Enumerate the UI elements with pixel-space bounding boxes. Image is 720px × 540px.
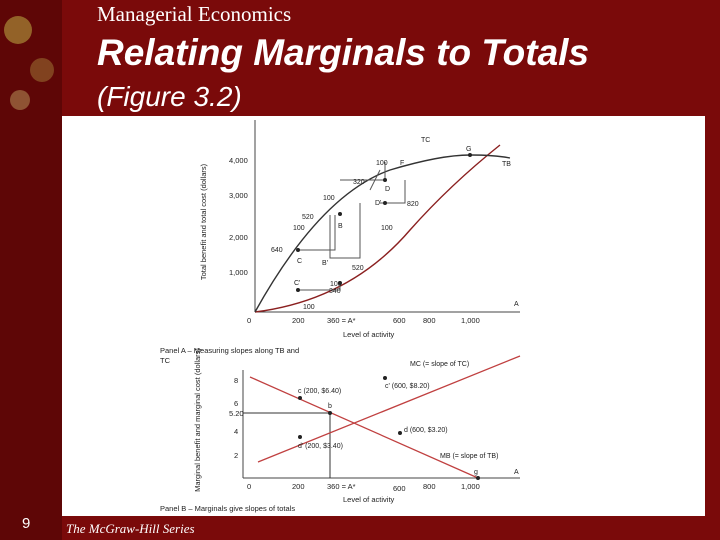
- label: C: [297, 258, 302, 265]
- point: [328, 411, 332, 415]
- decor: [10, 90, 30, 110]
- x-axis-label: Level of activity: [343, 330, 395, 339]
- label: 100: [376, 160, 388, 167]
- x-tick-label: 200: [292, 316, 305, 325]
- label: C': [294, 280, 300, 287]
- panel-a: [254, 120, 520, 313]
- y-axis-label: Marginal benefit and marginal cost (doll…: [193, 348, 202, 492]
- x-tick-label: 800: [423, 482, 436, 491]
- label: A: [514, 301, 519, 308]
- point: [468, 153, 472, 157]
- x-tick-label: 600: [393, 316, 406, 325]
- point: [383, 178, 387, 182]
- caption: Panel B – Marginals give slopes of total…: [160, 504, 295, 513]
- mb-line: [249, 376, 479, 479]
- label: g: [474, 469, 478, 476]
- title: Relating Marginals to Totals: [97, 32, 589, 73]
- y-tick-label: 8: [234, 376, 238, 385]
- decor: [4, 16, 32, 44]
- label: D: [385, 186, 390, 193]
- label: 520: [352, 265, 364, 272]
- page-number: 9: [22, 515, 30, 532]
- y-tick-label: 2: [234, 451, 238, 460]
- point: [338, 281, 342, 285]
- label: c' (600, $8.20): [385, 383, 430, 390]
- label: 640: [271, 247, 283, 254]
- x-tick-label: 1,000: [461, 482, 480, 491]
- label: 100: [323, 195, 335, 202]
- y-tick-label: 0: [247, 482, 251, 491]
- label: 100: [381, 225, 393, 232]
- decor: [30, 58, 54, 82]
- panel-b: [242, 355, 521, 479]
- label: b: [328, 403, 332, 410]
- panel-a-labels: TC G TB 100 F 320 D 100 D' 820 520 100 B…: [271, 137, 519, 311]
- label: 820: [407, 201, 419, 208]
- label: D': [375, 200, 381, 207]
- label: 100: [303, 304, 315, 311]
- caption: Panel A – Measuring slopes along TB and: [160, 346, 299, 355]
- label: d' (200, $3.40): [298, 443, 343, 450]
- y-tick-label: 3,000: [229, 191, 248, 200]
- x-tick-label: 1,000: [461, 316, 480, 325]
- segment: [369, 169, 381, 191]
- panel-b-points: [298, 376, 480, 480]
- point: [383, 201, 387, 205]
- label: B: [338, 223, 343, 230]
- point: [296, 288, 300, 292]
- point: [398, 431, 402, 435]
- x-tick-label: 200: [292, 482, 305, 491]
- y-tick-label: 1,000: [229, 268, 248, 277]
- y-tick-label: 2,000: [229, 233, 248, 242]
- label: B': [322, 260, 328, 267]
- label: d (600, $3.20): [404, 427, 448, 434]
- label: MB (= slope of TB): [440, 453, 498, 460]
- label: G: [466, 146, 471, 153]
- left-band: [0, 0, 62, 540]
- mc-line: [257, 355, 521, 463]
- label: 320: [353, 179, 365, 186]
- label: 100: [330, 281, 342, 288]
- panel-b-labels: MC (= slope of TC) c (200, $6.40) c' (60…: [298, 361, 519, 476]
- label: TC: [421, 137, 430, 144]
- label: A: [514, 469, 519, 476]
- label: F: [400, 160, 404, 167]
- subtitle: (Figure 3.2): [97, 81, 242, 112]
- y-tick-label: 5.20: [229, 409, 244, 418]
- point: [298, 396, 302, 400]
- caption: TC: [160, 356, 171, 365]
- point: [296, 248, 300, 252]
- label: 100: [293, 225, 305, 232]
- slope-triangles: [298, 162, 406, 291]
- label: 340: [329, 288, 341, 295]
- label: TB: [502, 161, 511, 168]
- x-tick-label: 360 = A*: [327, 316, 356, 325]
- label: c (200, $6.40): [298, 388, 341, 395]
- x-axis-label: Level of activity: [343, 495, 395, 504]
- y-tick-label: 4,000: [229, 156, 248, 165]
- panel-a-points: [296, 153, 472, 292]
- x-tick-label: 800: [423, 316, 436, 325]
- y-tick-label: 4: [234, 427, 238, 436]
- point: [338, 212, 342, 216]
- x-tick-label: 600: [393, 484, 406, 493]
- series: The McGraw-Hill Series: [66, 521, 195, 536]
- y-tick-label: 0: [247, 316, 251, 325]
- label: MC (= slope of TC): [410, 361, 469, 368]
- point: [383, 376, 387, 380]
- point: [298, 435, 302, 439]
- figure-area: [62, 116, 705, 516]
- y-axis-label: Total benefit and total cost (dollars): [199, 163, 208, 280]
- label: 520: [302, 214, 314, 221]
- course: Managerial Economics: [97, 2, 291, 26]
- tb-curve: [254, 154, 511, 313]
- y-tick-label: 6: [234, 399, 238, 408]
- tc-curve: [254, 144, 501, 313]
- x-tick-label: 360 = A*: [327, 482, 356, 491]
- point: [476, 476, 480, 480]
